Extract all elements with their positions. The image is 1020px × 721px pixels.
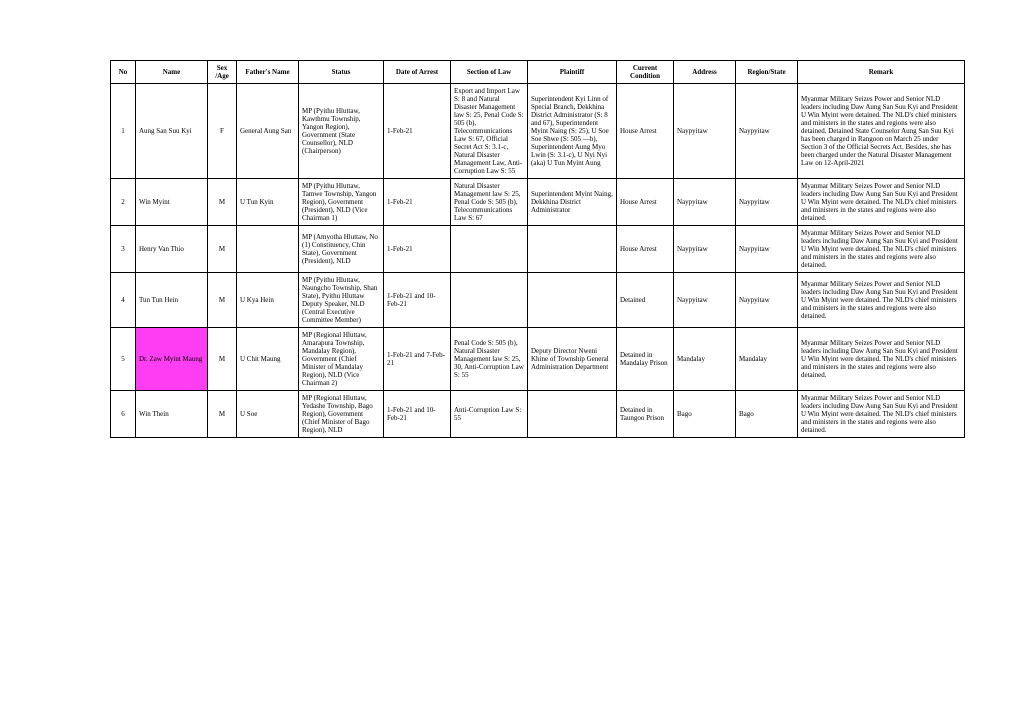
table-row: 5Dr. Zaw Myint MaungMU Chit MaungMP (Reg… (111, 328, 965, 391)
cell-remark: Myanmar Military Seizes Power and Senior… (798, 328, 965, 391)
cell-sex: F (208, 84, 237, 179)
cell-status: MP (Pyithu Hluttaw, Kawthmu Township, Ya… (299, 84, 384, 179)
cell-no: 1 (111, 84, 136, 179)
cell-sex: M (208, 391, 237, 438)
cell-name: Tun Tun Hein (136, 273, 208, 328)
cell-address: Mandalay (674, 328, 736, 391)
cell-status: MP (Pyithu Hluttaw, Naungcho Township, S… (299, 273, 384, 328)
cell-sex: M (208, 273, 237, 328)
cell-address: Bago (674, 391, 736, 438)
cell-sex: M (208, 328, 237, 391)
cell-section (451, 273, 528, 328)
column-header: Name (136, 61, 208, 84)
cell-section (451, 226, 528, 273)
table-row: 4Tun Tun HeinMU Kya HeinMP (Pyithu Hlutt… (111, 273, 965, 328)
table-row: 6Win TheinMU SoeMP (Regional Hluttaw, Ye… (111, 391, 965, 438)
cell-date: 1-Feb-21 and 7-Feb-21 (384, 328, 451, 391)
cell-no: 6 (111, 391, 136, 438)
cell-status: MP (Pyithu Hluttaw, Tamwe Township, Yang… (299, 179, 384, 226)
cell-plaintiff: Superintendent Myint Naing, Dekkhina Dis… (528, 179, 617, 226)
cell-date: 1-Feb-21 (384, 84, 451, 179)
column-header: Current Condition (617, 61, 674, 84)
cell-father: U Tun Kyin (237, 179, 299, 226)
cell-address: Naypyitaw (674, 273, 736, 328)
cell-remark: Myanmar Military Seizes Power and Senior… (798, 273, 965, 328)
cell-sex: M (208, 226, 237, 273)
column-header: No (111, 61, 136, 84)
detainee-table: NoNameSex /AgeFather's NameStatusDate of… (110, 60, 965, 438)
cell-father: General Aung San (237, 84, 299, 179)
cell-name: Dr. Zaw Myint Maung (136, 328, 208, 391)
cell-remark: Myanmar Military Seizes Power and Senior… (798, 179, 965, 226)
cell-date: 1-Feb-21 and 10-Feb-21 (384, 391, 451, 438)
cell-father: U Kya Hein (237, 273, 299, 328)
cell-region: Mandalay (736, 328, 798, 391)
cell-status: MP (Regional Hluttaw, Yedashe Township, … (299, 391, 384, 438)
cell-condition: House Arrest (617, 179, 674, 226)
cell-remark: Myanmar Military Seizes Power and Senior… (798, 391, 965, 438)
cell-remark: Myanmar Military Seizes Power and Senior… (798, 226, 965, 273)
column-header: Section of Law (451, 61, 528, 84)
table-row: 2Win MyintMU Tun KyinMP (Pyithu Hluttaw,… (111, 179, 965, 226)
cell-father (237, 226, 299, 273)
column-header: Date of Arrest (384, 61, 451, 84)
cell-plaintiff (528, 391, 617, 438)
table-row: 3Henry Van ThioM MP (Amyotha Hluttaw, No … (111, 226, 965, 273)
cell-name: Henry Van Thio (136, 226, 208, 273)
cell-region: Naypyitaw (736, 179, 798, 226)
cell-condition: Detained in Taungoo Prison (617, 391, 674, 438)
cell-address: Naypyitaw (674, 84, 736, 179)
column-header: Address (674, 61, 736, 84)
column-header: Sex /Age (208, 61, 237, 84)
cell-date: 1-Feb-21 (384, 226, 451, 273)
cell-plaintiff: Superintendent Kyi Linn of Special Branc… (528, 84, 617, 179)
cell-father: U Chit Maung (237, 328, 299, 391)
column-header: Region/State (736, 61, 798, 84)
column-header: Plaintiff (528, 61, 617, 84)
cell-no: 5 (111, 328, 136, 391)
table-header-row: NoNameSex /AgeFather's NameStatusDate of… (111, 61, 965, 84)
cell-plaintiff (528, 273, 617, 328)
table-body: 1Aung San Suu KyiFGeneral Aung SanMP (Py… (111, 84, 965, 438)
cell-region: Naypyitaw (736, 84, 798, 179)
cell-date: 1-Feb-21 (384, 179, 451, 226)
cell-no: 4 (111, 273, 136, 328)
cell-region: Bago (736, 391, 798, 438)
cell-plaintiff (528, 226, 617, 273)
cell-condition: House Arrest (617, 84, 674, 179)
cell-name: Aung San Suu Kyi (136, 84, 208, 179)
cell-section: Export and Import Law S: 8 and Natural D… (451, 84, 528, 179)
cell-sex: M (208, 179, 237, 226)
cell-section: Anti-Corruption Law S: 55 (451, 391, 528, 438)
cell-condition: Detained in Mandalay Prison (617, 328, 674, 391)
table-row: 1Aung San Suu KyiFGeneral Aung SanMP (Py… (111, 84, 965, 179)
cell-region: Naypyitaw (736, 273, 798, 328)
column-header: Remark (798, 61, 965, 84)
cell-remark: Myanmar Military Seizes Power and Senior… (798, 84, 965, 179)
cell-condition: Detained (617, 273, 674, 328)
cell-name: Win Thein (136, 391, 208, 438)
cell-name: Win Myint (136, 179, 208, 226)
cell-section: Penal Code S: 505 (b), Natural Disaster … (451, 328, 528, 391)
cell-region: Naypyitaw (736, 226, 798, 273)
cell-no: 2 (111, 179, 136, 226)
cell-plaintiff: Deputy Director Nweni Khine of Township … (528, 328, 617, 391)
column-header: Father's Name (237, 61, 299, 84)
cell-date: 1-Feb-21 and 10-Feb-21 (384, 273, 451, 328)
cell-address: Naypyitaw (674, 179, 736, 226)
cell-address: Naypyitaw (674, 226, 736, 273)
cell-father: U Soe (237, 391, 299, 438)
cell-section: Natural Disaster Management law S: 25, P… (451, 179, 528, 226)
cell-condition: House Arrest (617, 226, 674, 273)
cell-status: MP (Amyotha Hluttaw, No (1) Constituency… (299, 226, 384, 273)
cell-status: MP (Regional Hluttaw, Amarapura Township… (299, 328, 384, 391)
column-header: Status (299, 61, 384, 84)
cell-no: 3 (111, 226, 136, 273)
